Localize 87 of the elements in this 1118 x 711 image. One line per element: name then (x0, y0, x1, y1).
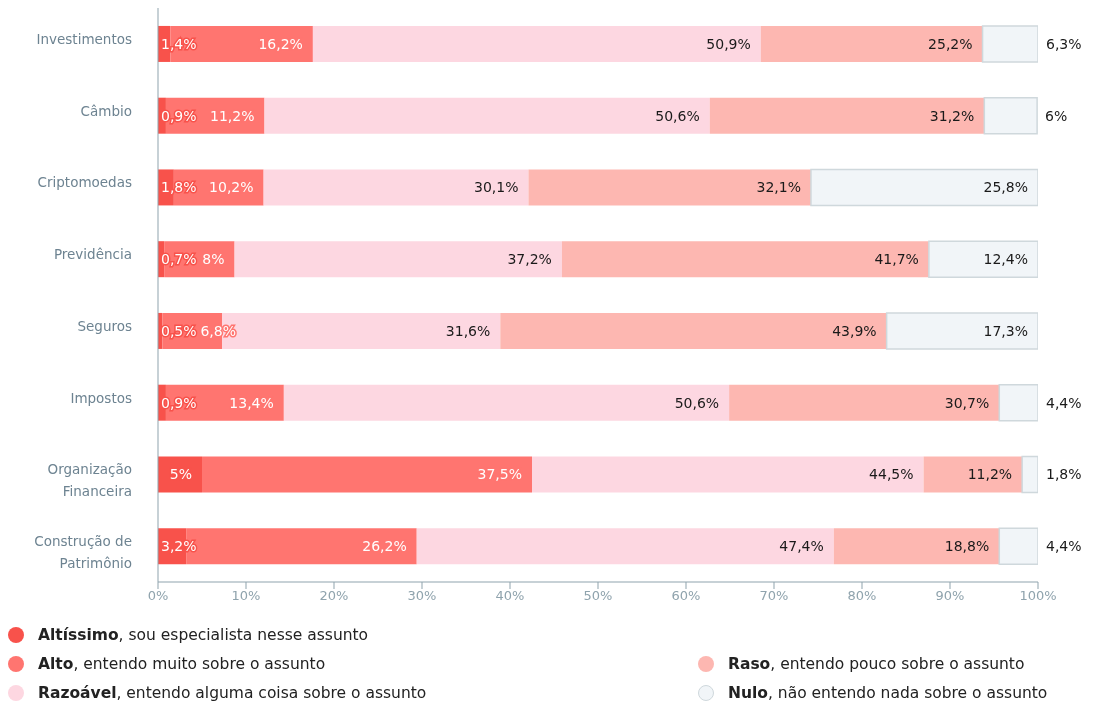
data-label: 6% (1045, 107, 1068, 124)
data-label: 17,3% (983, 322, 1028, 339)
bar (234, 241, 562, 278)
x-tick-label: 80% (847, 588, 877, 604)
legend-label: Altíssimo, sou especialista nesse assunto (38, 625, 369, 644)
x-tick-label: 70% (759, 588, 789, 604)
bar (528, 169, 811, 206)
x-tick-label: 60% (671, 588, 701, 604)
data-label: 25,2% (928, 35, 973, 52)
data-label: 4,4% (1046, 394, 1082, 411)
bar (928, 240, 1038, 278)
data-label: 37,5% (477, 466, 522, 483)
data-label: 11,2% (210, 107, 255, 124)
x-tick-label: 50% (583, 588, 613, 604)
bar (709, 97, 985, 134)
x-tick-label: 40% (495, 588, 525, 604)
data-label: 32,1% (756, 179, 801, 196)
data-label: 3,2% (161, 538, 197, 555)
x-tick-label: 0% (147, 588, 169, 604)
data-label: 25,8% (983, 179, 1028, 196)
bar (998, 527, 1038, 565)
data-label: 47,4% (779, 538, 824, 555)
x-tick-label: 90% (935, 588, 965, 604)
bar (264, 97, 710, 134)
data-label: 30,1% (474, 179, 519, 196)
legend-label: Alto, entendo muito sobre o assunto (38, 654, 326, 673)
bar (981, 25, 1038, 63)
data-label: 41,7% (874, 251, 919, 268)
y-tick-label: Investimentos (36, 30, 132, 47)
data-label: 4,4% (1046, 538, 1082, 555)
data-label: 26,2% (362, 538, 407, 555)
bar (1021, 455, 1038, 494)
data-label: 18,8% (944, 538, 990, 555)
data-label: 6,3% (1046, 35, 1082, 52)
y-tick-label: Previdência (53, 246, 132, 263)
data-label: 43,9% (832, 322, 877, 339)
bar (998, 383, 1038, 422)
x-tick-label: 10% (231, 588, 261, 604)
data-label: 10,2% (209, 179, 254, 196)
data-label: 8% (202, 251, 225, 268)
x-tick-label: 100% (1019, 588, 1057, 604)
bar (532, 456, 924, 493)
bar (283, 384, 730, 421)
data-label: 44,5% (869, 466, 914, 483)
bar (885, 312, 1038, 350)
bar (983, 96, 1038, 135)
data-label: 13,4% (229, 394, 274, 411)
data-label: 1,4% (161, 35, 197, 52)
legend-label: Raso, entendo pouco sobre o assunto (728, 654, 1025, 673)
y-tick-label: Construção de Patrimônio (34, 533, 132, 572)
y-tick-label: Impostos (70, 389, 132, 406)
data-label: 50,6% (674, 394, 720, 411)
bar (923, 456, 1023, 493)
data-label: 0,9% (161, 107, 197, 124)
y-tick-label: Seguros (77, 317, 132, 334)
bar (760, 25, 983, 62)
y-tick-label: Criptomoedas (37, 174, 132, 191)
data-label: 16,2% (258, 35, 303, 52)
data-label: 5% (169, 466, 192, 483)
data-label: 50,6% (655, 107, 700, 124)
bar (312, 25, 761, 62)
data-label: 37,2% (507, 251, 552, 268)
bar (729, 384, 1000, 421)
x-tick-label: 30% (407, 588, 437, 604)
bar (810, 168, 1038, 207)
bar (416, 528, 834, 565)
data-label: 31,6% (445, 322, 491, 339)
x-tick-label: 20% (319, 588, 349, 604)
bar (833, 528, 1000, 565)
data-label: 0,7% (161, 251, 197, 268)
data-label: 1,8% (161, 179, 197, 196)
data-label: 30,7% (944, 394, 990, 411)
data-label: 50,9% (706, 35, 751, 52)
data-label: 12,4% (983, 251, 1028, 268)
legend-label: Nulo, não entendo nada sobre o assunto (728, 683, 1048, 702)
y-tick-label: Câmbio (80, 102, 132, 119)
data-label: 31,2% (929, 107, 975, 124)
bar (202, 456, 532, 493)
bar (561, 241, 929, 278)
bar (263, 169, 529, 206)
y-tick-label: Organização Financeira (47, 461, 132, 500)
bar (500, 312, 887, 349)
data-label: 0,9% (161, 394, 197, 411)
data-label: 0,5% (161, 322, 197, 339)
data-label: 11,2% (967, 466, 1013, 483)
legend-label: Razoável, entendo alguma coisa sobre o assunto (38, 683, 427, 702)
data-label: 1,8% (1046, 466, 1082, 483)
